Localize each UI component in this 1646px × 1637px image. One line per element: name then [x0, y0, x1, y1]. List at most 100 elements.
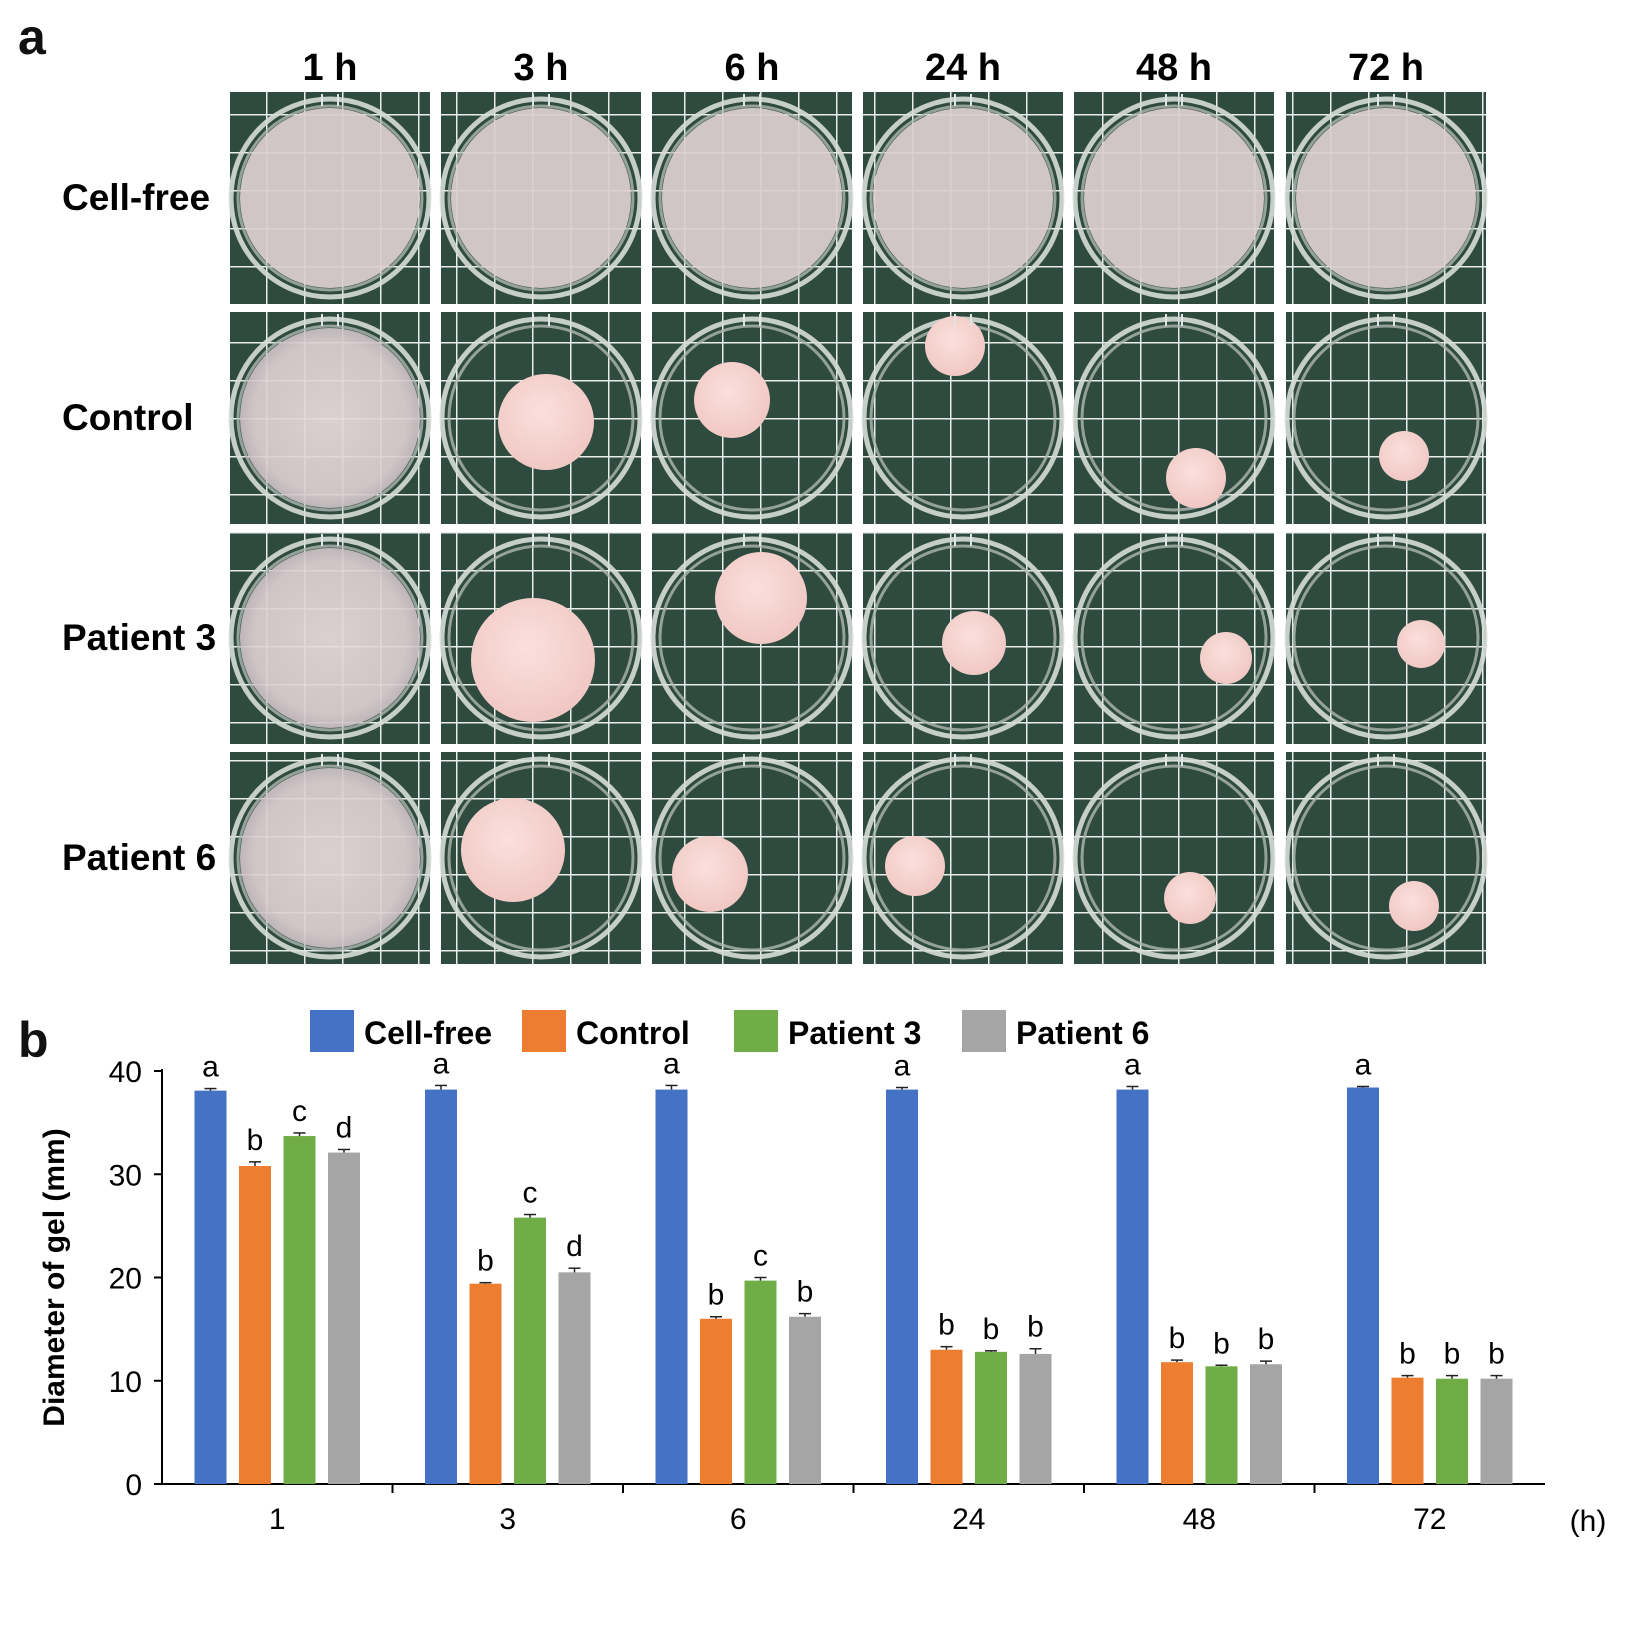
legend-label: Cell-free	[364, 1015, 492, 1051]
error-bar	[1357, 1085, 1369, 1088]
y-tick-label: 10	[109, 1366, 142, 1399]
row-label: Control	[62, 397, 194, 438]
time-label: 6 h	[725, 47, 780, 89]
legend-item: Patient 3	[734, 1010, 921, 1052]
dish-photo	[439, 752, 643, 964]
significance-letter: b	[477, 1245, 494, 1278]
bar	[1116, 1089, 1149, 1484]
dish-photo	[1072, 92, 1276, 304]
error-bar	[204, 1087, 217, 1091]
bar	[514, 1217, 546, 1484]
bar	[239, 1165, 271, 1484]
time-label: 3 h	[514, 47, 569, 89]
legend-swatch	[310, 1010, 354, 1052]
significance-letter: a	[1124, 1048, 1141, 1081]
error-bar	[665, 1084, 678, 1090]
significance-letter: d	[336, 1111, 353, 1144]
significance-letter: c	[523, 1177, 538, 1210]
significance-letter: c	[753, 1240, 768, 1273]
bar	[328, 1152, 360, 1484]
dish-photo	[650, 312, 854, 524]
bar	[1161, 1362, 1193, 1484]
dish-photo	[228, 312, 432, 524]
dish-photo	[1284, 92, 1488, 304]
x-tick-label: 72	[1413, 1503, 1446, 1536]
bar	[655, 1089, 688, 1484]
significance-letter: b	[797, 1276, 814, 1309]
bar	[1436, 1378, 1468, 1484]
significance-letter: c	[292, 1095, 307, 1128]
bar	[975, 1351, 1007, 1484]
legend-item: Control	[522, 1010, 690, 1052]
dish-photo	[1072, 312, 1276, 524]
error-bar	[1029, 1347, 1042, 1354]
x-tick-label: 24	[952, 1503, 985, 1536]
error-bar	[338, 1148, 350, 1153]
bar	[886, 1089, 918, 1484]
error-bar	[1490, 1374, 1503, 1379]
y-tick-label: 0	[125, 1469, 142, 1502]
significance-letter: a	[894, 1050, 911, 1083]
significance-letter: b	[938, 1309, 955, 1342]
dish-photo	[650, 532, 854, 744]
row-label: Cell-free	[62, 177, 210, 218]
error-bar	[1446, 1374, 1458, 1379]
dish-photo	[650, 92, 854, 304]
significance-letter: d	[566, 1230, 583, 1263]
bar	[194, 1090, 227, 1484]
significance-letter: a	[1355, 1048, 1372, 1081]
bar	[1019, 1353, 1052, 1484]
bar	[1347, 1087, 1379, 1484]
significance-letter: b	[1027, 1311, 1044, 1344]
significance-letter: b	[1258, 1323, 1275, 1356]
legend-swatch	[962, 1010, 1006, 1052]
time-label: 48 h	[1136, 47, 1212, 89]
legend-item: Patient 6	[962, 1010, 1149, 1052]
error-bar	[1401, 1374, 1414, 1378]
error-bar	[293, 1132, 306, 1137]
error-bar	[896, 1086, 908, 1090]
significance-letter: b	[1399, 1338, 1416, 1371]
y-tick-label: 20	[109, 1263, 142, 1296]
error-bar	[435, 1084, 447, 1090]
x-tick-label: 6	[730, 1503, 747, 1536]
x-tick-label: 3	[499, 1503, 516, 1536]
bar	[283, 1136, 316, 1484]
error-bar	[710, 1315, 722, 1319]
dish-photo	[1284, 312, 1488, 524]
dish-photo	[439, 92, 643, 304]
significance-letter: a	[433, 1047, 450, 1080]
time-label: 24 h	[925, 47, 1001, 89]
y-tick-label: 40	[109, 1056, 142, 1089]
significance-letter: b	[1444, 1338, 1461, 1371]
dish-photo	[439, 312, 643, 524]
panel-a-photo-grid: 1 h 3 h 6 h 24 h 48 h 72 h Cell-free Control Pa…	[62, 47, 1488, 964]
legend-label: Patient 6	[1016, 1015, 1149, 1051]
dish-photo	[861, 312, 1065, 524]
legend-label: Control	[576, 1015, 690, 1051]
bar	[789, 1316, 821, 1484]
x-axis-unit-label: (h)	[1570, 1505, 1607, 1538]
bar	[425, 1089, 457, 1484]
row-label: Patient 3	[62, 617, 216, 658]
error-bar	[249, 1161, 261, 1166]
dish-photo	[228, 752, 432, 964]
bar	[744, 1280, 777, 1484]
bar-chart: Cell-free Control Patient 3 Patient 6 0 10 20…	[38, 1010, 1607, 1538]
dish-photo	[439, 532, 643, 744]
error-bar	[524, 1213, 536, 1218]
error-bar	[799, 1312, 811, 1317]
dish-photo	[1284, 532, 1488, 744]
x-tick-label: 1	[269, 1503, 286, 1536]
significance-letter: a	[202, 1051, 219, 1084]
error-bar	[1171, 1359, 1183, 1363]
error-bar	[479, 1281, 492, 1284]
bar	[1480, 1378, 1513, 1484]
bar	[700, 1318, 732, 1484]
bar	[1250, 1364, 1282, 1484]
significance-letter: b	[1488, 1338, 1505, 1371]
dish-photo	[861, 532, 1065, 744]
bar	[558, 1272, 591, 1484]
dish-photo	[650, 752, 854, 964]
bar	[469, 1283, 502, 1484]
